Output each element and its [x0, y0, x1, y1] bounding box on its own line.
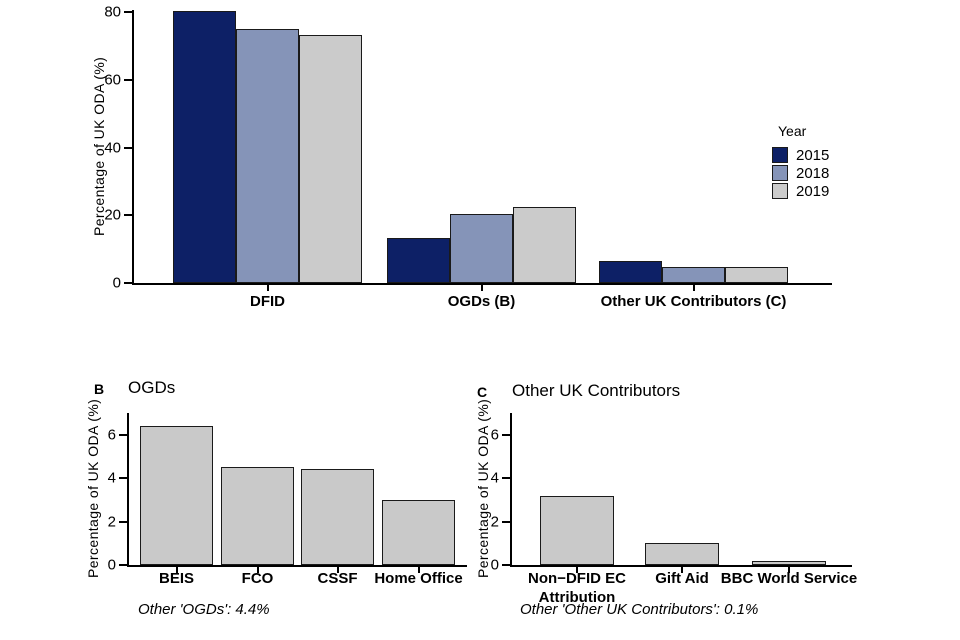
bar-other-uk-contributors-c-2019 — [725, 267, 788, 283]
bar-fco-fco — [221, 467, 294, 565]
y-tick-label: 4 — [490, 469, 499, 487]
y-tick-mark — [124, 282, 132, 284]
x-category-label: BBC World Service — [720, 570, 858, 587]
y-tick-mark — [119, 564, 127, 566]
x-category-label: DFID — [250, 293, 285, 310]
legend: Year 2015 2018 2019 — [772, 123, 829, 200]
bar-other-uk-contributors-c-2015 — [599, 261, 662, 283]
bar-dfid-2019 — [299, 35, 362, 283]
y-tick-label: 40 — [104, 139, 121, 157]
x-tick-mark — [681, 567, 683, 573]
x-tick-mark — [336, 567, 339, 573]
bar-bbc-world-service-bbc-world-service — [752, 561, 826, 565]
panel-b-plot-area: 0 2 4 6 BEIS FCO CSSF Home Office — [108, 413, 467, 587]
x-tick-mark — [266, 285, 269, 291]
x-tick-mark — [256, 567, 259, 573]
x-category-label: Other UK Contributors (C) — [600, 293, 787, 310]
y-tick-mark — [124, 11, 132, 14]
y-tick-mark — [124, 146, 132, 149]
legend-label: 2018 — [796, 164, 830, 182]
x-tick-mark — [417, 567, 420, 573]
bar-dfid-2015 — [173, 11, 236, 283]
y-tick-mark — [502, 564, 510, 566]
legend-item-2015: 2015 — [772, 146, 829, 164]
x-tick-mark — [576, 567, 578, 573]
y-tick-label: 60 — [104, 71, 121, 89]
y-tick-label: 2 — [107, 513, 116, 531]
panel-b-title: OGDs — [128, 378, 176, 397]
bar-ogds-b-2019 — [513, 207, 576, 283]
x-category-label: FCO — [241, 570, 274, 587]
y-tick-label: 6 — [490, 426, 499, 444]
bar-gift-aid-gift-aid — [645, 543, 719, 565]
main-plot-area: 0 20 40 60 80 DFID OGDs (B) Other UK Contributo… — [104, 5, 832, 310]
y-tick-label: 6 — [107, 426, 116, 444]
panel-c-title: Other UK Contributors — [512, 381, 681, 400]
legend-swatch-2019 — [772, 183, 788, 199]
x-category-label: BEIS — [158, 570, 195, 587]
x-tick-mark — [480, 285, 483, 291]
bar-cssf-cssf — [301, 469, 374, 565]
panel-c-letter: C — [477, 384, 488, 400]
y-tick-label: 0 — [112, 274, 121, 292]
x-tick-mark — [175, 567, 178, 573]
x-tick-mark — [692, 285, 695, 291]
x-category-label: Non−DFID EC Attribution — [528, 570, 626, 606]
panel-b-footnote: Other 'OGDs': 4.4% — [138, 601, 270, 618]
bar-non-dfid-ec-attribution-non-dfid-ec-attribution — [540, 496, 614, 565]
bar-beis-beis — [140, 426, 213, 565]
y-tick-mark — [502, 433, 510, 436]
y-tick-mark — [119, 477, 127, 480]
y-tick-mark — [119, 520, 127, 523]
y-tick-label: 80 — [104, 3, 121, 21]
bar-dfid-2018 — [236, 29, 299, 283]
y-tick-label: 4 — [107, 469, 116, 487]
y-tick-label: 0 — [107, 556, 116, 574]
legend-items: 2015 2018 2019 — [772, 146, 829, 200]
legend-item-2018: 2018 — [772, 164, 829, 182]
legend-title: Year — [778, 123, 807, 139]
legend-label: 2019 — [796, 182, 830, 200]
legend-swatch-2018 — [772, 165, 788, 181]
panel-c-y-axis-title: Percentage of UK ODA (%) — [475, 398, 491, 578]
panel-c-plot-area: 0 2 4 6 Non−DFID EC Attribution Gift Aid BBC W… — [491, 413, 857, 606]
y-tick-label: 0 — [490, 556, 499, 574]
legend-swatch-2015 — [772, 147, 788, 163]
legend-item-2019: 2019 — [772, 182, 829, 200]
main-y-axis-title: Percentage of UK ODA (%) — [91, 56, 107, 237]
bar-ogds-b-2018 — [450, 214, 513, 283]
x-category-label: CSSF — [317, 570, 358, 587]
y-tick-mark — [119, 433, 127, 436]
panel-c-footnote: Other 'Other UK Contributors': 0.1% — [520, 601, 759, 618]
legend-label: 2015 — [796, 146, 830, 164]
x-tick-mark — [788, 567, 790, 573]
panel-b-y-axis-title: Percentage of UK ODA (%) — [85, 398, 101, 578]
bar-home-office-home-office — [382, 500, 455, 565]
panel-b-letter: B — [94, 381, 105, 397]
bar-other-uk-contributors-c-2018 — [662, 267, 725, 283]
bar-ogds-b-2015 — [387, 238, 450, 283]
y-tick-mark — [502, 520, 510, 523]
x-category-label: Gift Aid — [655, 570, 709, 587]
y-tick-mark — [124, 78, 132, 81]
x-category-label: OGDs (B) — [447, 293, 516, 310]
y-tick-label: 20 — [104, 206, 121, 224]
x-category-label: Home Office — [374, 570, 463, 587]
y-tick-label: 2 — [490, 513, 499, 531]
y-tick-mark — [502, 477, 510, 480]
y-tick-mark — [124, 214, 132, 217]
